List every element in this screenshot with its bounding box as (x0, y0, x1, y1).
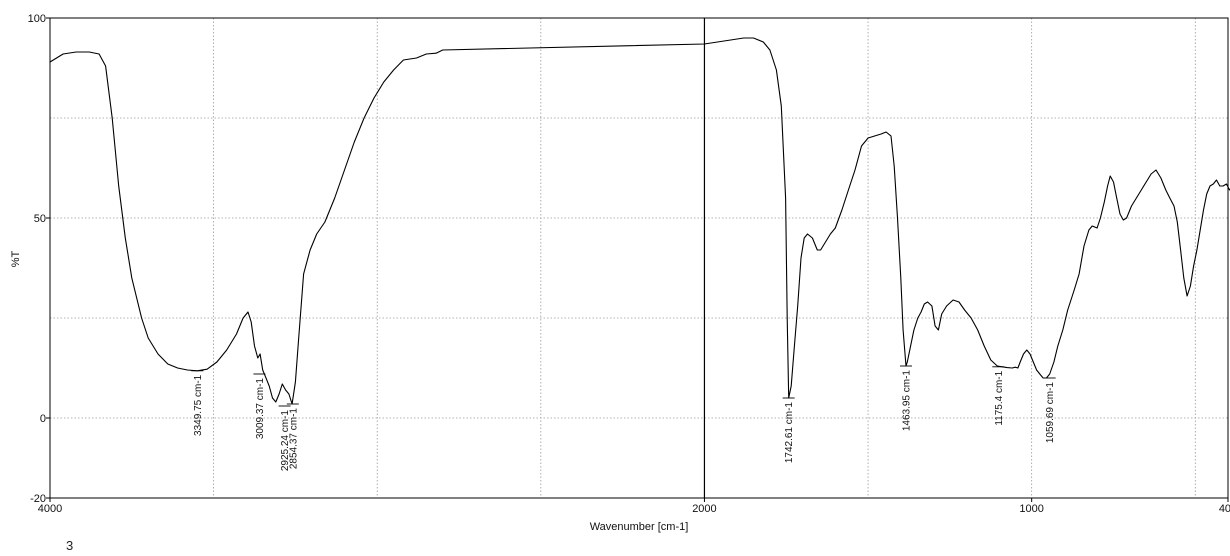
x-tick-label: 1000 (1019, 503, 1043, 515)
x-axis-label: Wavenumber [cm-1] (590, 521, 689, 533)
peak-label: 1742.61 cm-1 (784, 402, 795, 464)
peak-annotations: 3349.75 cm-1 3009.37 cm-1 2925.24 cm-12854… (191, 365, 1056, 472)
peak-label: 1059.69 cm-1 (1045, 382, 1056, 444)
peak-label: 2854.37 cm-1 (288, 408, 299, 470)
gridlines (50, 18, 1228, 498)
peak-label: 3349.75 cm-1 (193, 374, 204, 436)
series-layer (49, 37, 1230, 405)
tick-labels: 4000 2000 1000 400 -20 0 50 100 (28, 13, 1230, 515)
y-tick-label: 100 (28, 13, 46, 25)
x-tick-label: 400 (1219, 503, 1230, 515)
peak-label: 1463.95 cm-1 (902, 370, 913, 432)
y-axis-label: %T (10, 250, 22, 267)
plot-frame (49, 17, 1229, 499)
x-tick-label: 4000 (38, 503, 62, 515)
peak-label: 3009.37 cm-1 (255, 378, 266, 440)
peak-label: 1175.4 cm-1 (994, 370, 1005, 425)
axes (49, 17, 1229, 499)
peak-label: 2925.24 cm-1 (280, 410, 291, 472)
y-tick-label: -20 (30, 493, 46, 505)
figure-label: 3 (66, 538, 74, 553)
x-tick-label: 2000 (692, 503, 716, 515)
y-tick-label: 50 (34, 213, 46, 225)
spectrum-line (49, 37, 1230, 405)
y-tick-label: 0 (40, 413, 46, 425)
